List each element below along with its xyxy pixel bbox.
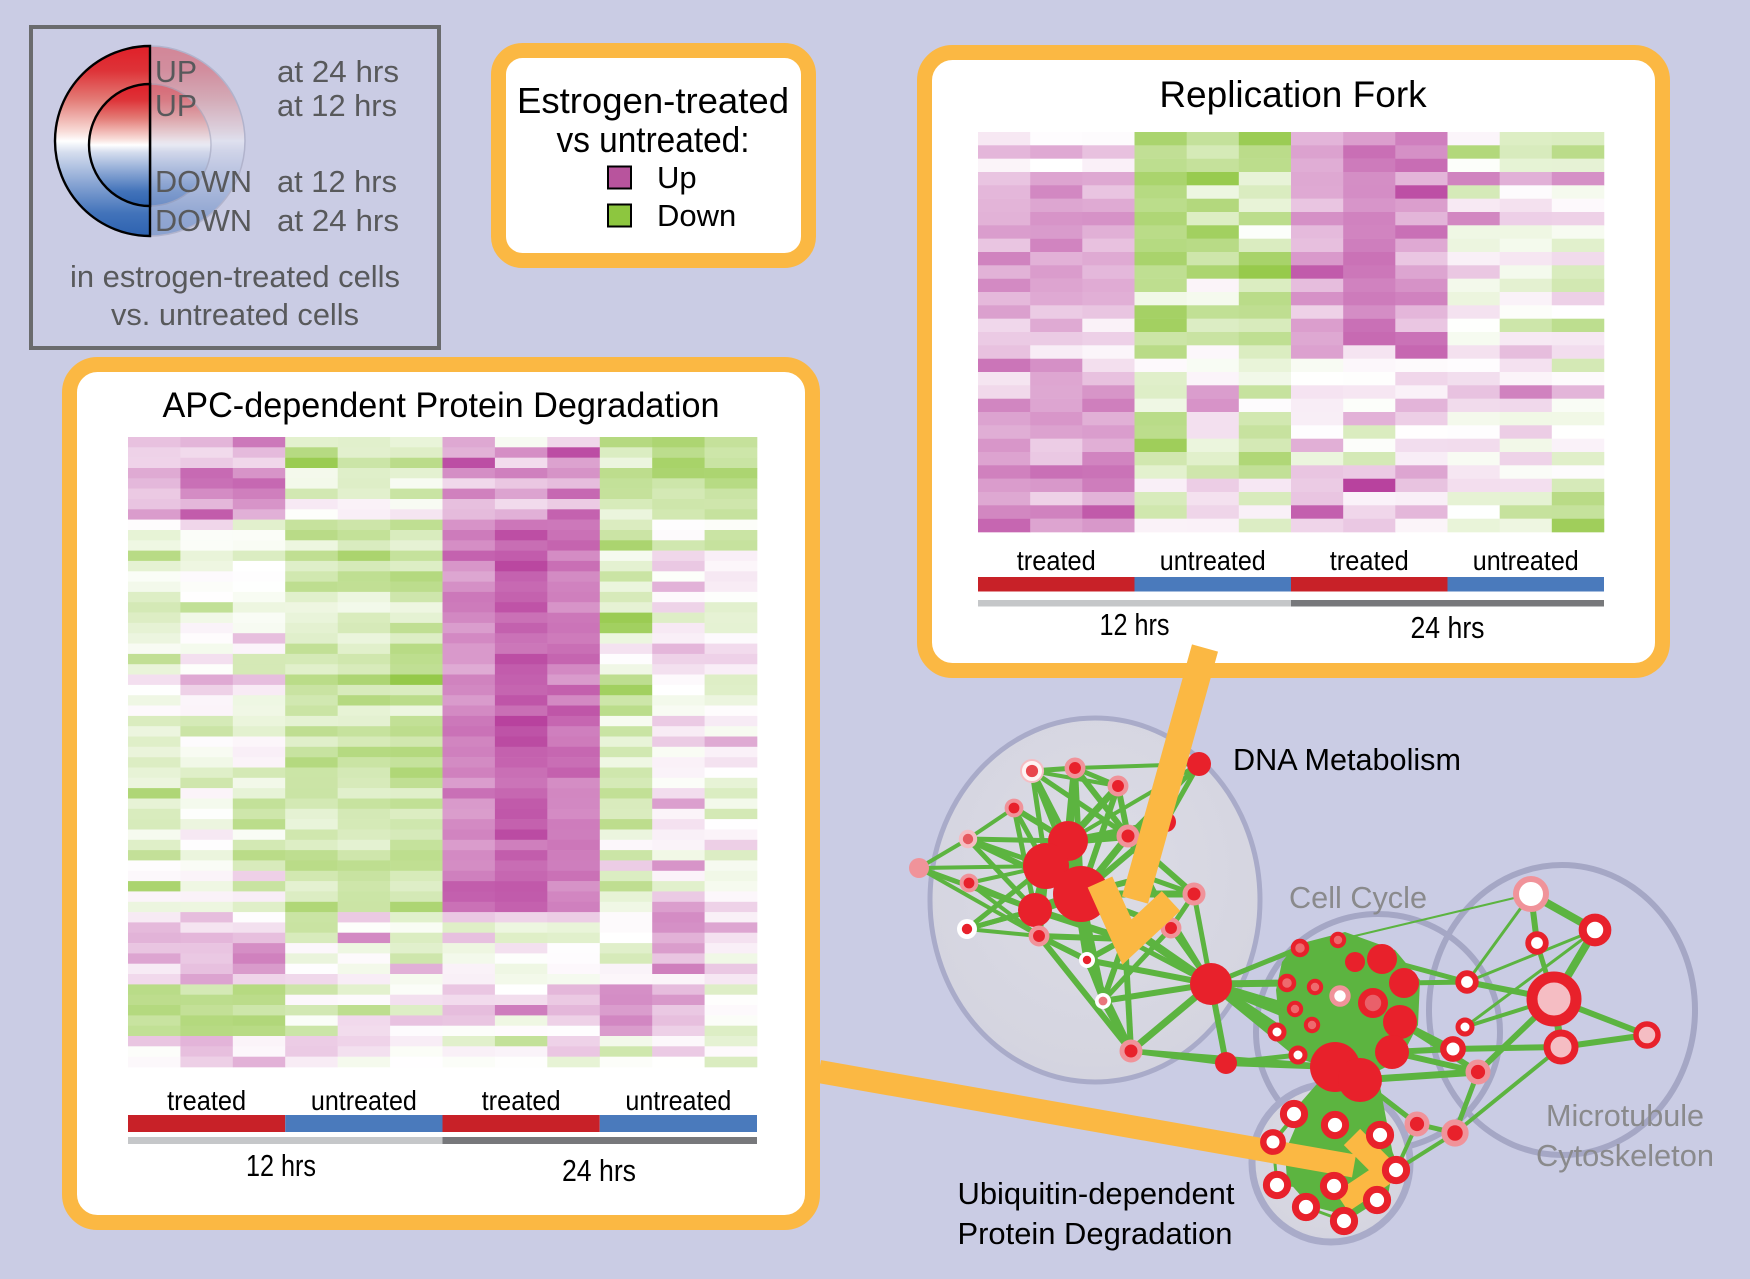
svg-text:24 hrs: 24 hrs: [1411, 610, 1485, 645]
svg-text:DOWN: DOWN: [155, 203, 252, 238]
svg-text:treated: treated: [1017, 545, 1096, 576]
svg-text:Down: Down: [657, 198, 736, 233]
svg-text:at 24 hrs: at 24 hrs: [277, 54, 399, 89]
svg-text:vs untreated:: vs untreated:: [557, 119, 750, 160]
svg-text:Estrogen-treated: Estrogen-treated: [517, 80, 789, 121]
svg-text:UP: UP: [155, 54, 197, 89]
svg-text:Ubiquitin-dependent: Ubiquitin-dependent: [958, 1177, 1236, 1211]
svg-text:treated: treated: [482, 1085, 561, 1116]
svg-text:APC-dependent Protein Degradat: APC-dependent Protein Degradation: [163, 386, 720, 425]
svg-text:24 hrs: 24 hrs: [562, 1153, 636, 1188]
svg-text:treated: treated: [1330, 545, 1409, 576]
svg-text:12 hrs: 12 hrs: [246, 1148, 316, 1183]
svg-text:treated: treated: [167, 1085, 246, 1116]
svg-text:Protein Degradation: Protein Degradation: [958, 1217, 1233, 1251]
svg-text:at 12 hrs: at 12 hrs: [277, 88, 397, 123]
svg-text:at 24 hrs: at 24 hrs: [277, 203, 399, 238]
svg-text:at 12 hrs: at 12 hrs: [277, 164, 397, 199]
svg-text:UP: UP: [155, 88, 197, 123]
svg-text:in estrogen-treated cells: in estrogen-treated cells: [70, 260, 400, 294]
svg-text:DNA Metabolism: DNA Metabolism: [1233, 743, 1461, 777]
svg-text:DOWN: DOWN: [155, 164, 252, 199]
svg-text:Cell Cycle: Cell Cycle: [1289, 881, 1427, 915]
svg-text:Microtubule: Microtubule: [1546, 1099, 1704, 1133]
svg-text:vs. untreated cells: vs. untreated cells: [111, 298, 359, 332]
svg-text:Cytoskeleton: Cytoskeleton: [1536, 1139, 1714, 1173]
svg-text:untreated: untreated: [1473, 545, 1579, 576]
svg-text:untreated: untreated: [311, 1085, 417, 1116]
svg-text:Up: Up: [657, 160, 697, 195]
svg-text:untreated: untreated: [625, 1085, 731, 1116]
svg-text:untreated: untreated: [1160, 545, 1266, 576]
svg-text:Replication Fork: Replication Fork: [1159, 74, 1427, 115]
svg-text:12 hrs: 12 hrs: [1100, 607, 1170, 642]
